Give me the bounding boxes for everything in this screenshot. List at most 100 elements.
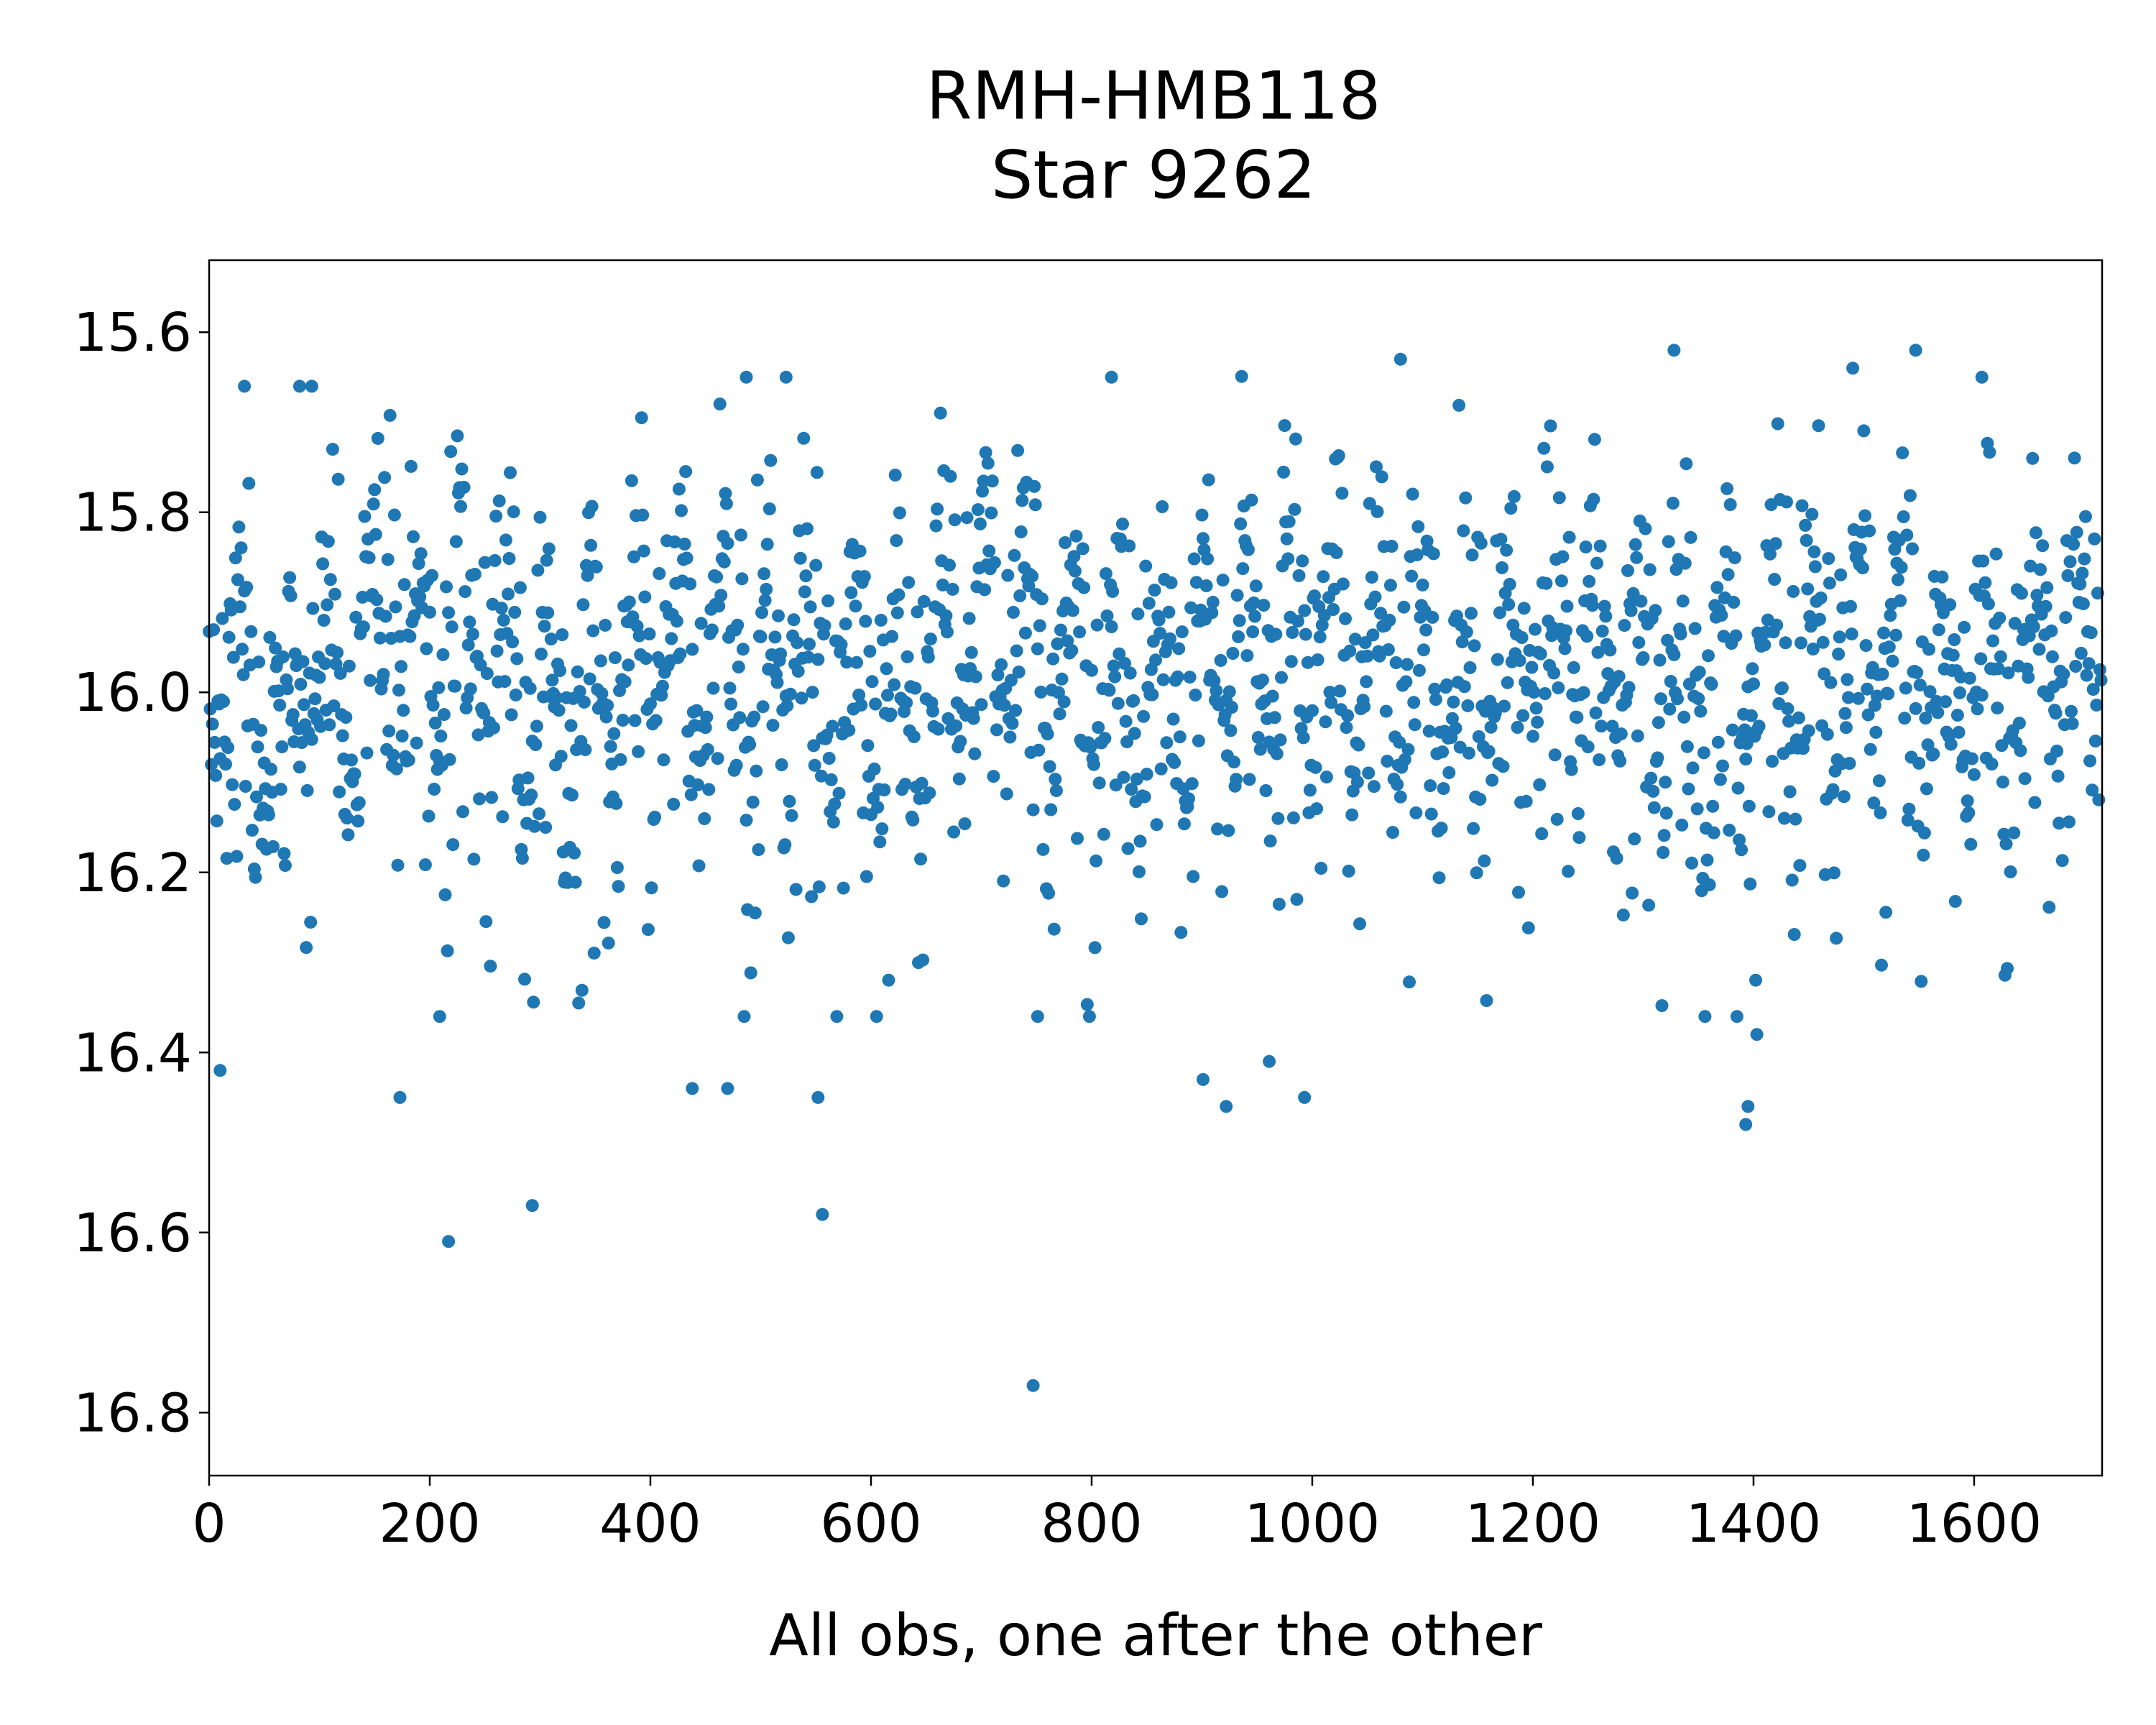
data-point: [952, 772, 966, 786]
data-point: [1150, 818, 1164, 832]
data-point: [1674, 627, 1687, 640]
data-point: [1207, 674, 1221, 687]
data-point: [832, 786, 846, 800]
data-point: [323, 718, 336, 732]
data-point: [484, 960, 497, 973]
data-point: [1526, 730, 1539, 743]
data-point: [333, 666, 347, 680]
data-point: [807, 739, 821, 753]
data-point: [1636, 651, 1650, 664]
data-point: [1001, 569, 1015, 582]
data-point: [1084, 740, 1097, 754]
data-point: [1098, 732, 1112, 745]
data-point: [1554, 574, 1568, 588]
data-point: [1111, 696, 1125, 710]
data-point: [710, 570, 724, 584]
data-point: [1795, 636, 1807, 650]
data-point: [2029, 526, 2042, 540]
data-point: [1034, 685, 1048, 699]
data-point: [1234, 517, 1248, 530]
data-point: [479, 915, 493, 929]
data-point: [900, 650, 914, 663]
data-point: [750, 473, 764, 487]
data-point: [1570, 711, 1584, 724]
data-point: [1485, 773, 1499, 787]
data-point: [281, 682, 294, 696]
data-point: [219, 758, 232, 771]
data-point: [1362, 766, 1376, 780]
data-point: [799, 569, 813, 583]
data-point: [842, 723, 856, 737]
data-point: [1268, 711, 1281, 724]
data-point: [1631, 729, 1644, 742]
data-point: [1461, 699, 1475, 712]
data-point: [1550, 812, 1564, 826]
data-point: [1370, 505, 1384, 518]
data-point: [2065, 704, 2078, 718]
data-point: [1666, 497, 1680, 510]
data-point: [1897, 510, 1910, 523]
data-point: [1403, 975, 1416, 989]
data-point: [2079, 510, 2092, 523]
data-point: [1768, 573, 1782, 586]
data-point: [840, 656, 854, 669]
data-point: [1822, 552, 1835, 566]
data-point: [221, 741, 235, 755]
data-point: [342, 659, 356, 673]
data-point: [1419, 623, 1433, 637]
data-point: [1028, 498, 1042, 512]
data-point: [1222, 824, 1235, 837]
data-point: [1319, 770, 1333, 784]
data-point: [277, 847, 291, 860]
data-point: [2093, 663, 2106, 676]
data-point: [1667, 344, 1681, 357]
data-point: [628, 714, 642, 727]
data-point: [1839, 721, 1853, 735]
data-point: [1215, 885, 1229, 898]
data-point: [1507, 489, 1521, 503]
data-point: [407, 530, 420, 543]
data-point: [529, 738, 543, 751]
data-point: [1383, 613, 1396, 627]
data-point: [2014, 586, 2028, 600]
data-point: [428, 783, 441, 796]
data-point: [1164, 576, 1178, 589]
data-point: [209, 768, 223, 782]
data-point: [1975, 370, 1989, 384]
data-point: [1698, 1010, 1712, 1024]
data-point: [2045, 650, 2059, 663]
data-point: [964, 645, 978, 659]
data-point: [1142, 597, 1156, 610]
data-point: [1963, 671, 1976, 685]
data-point: [1527, 686, 1541, 699]
data-point: [378, 471, 392, 484]
data-point: [1460, 625, 1473, 639]
y-tick-label: 16.0: [73, 662, 192, 724]
data-point: [1046, 652, 1060, 666]
data-point: [655, 679, 669, 693]
data-point: [1577, 686, 1590, 699]
data-point: [1628, 832, 1641, 846]
data-point: [1053, 707, 1067, 721]
data-point: [250, 790, 263, 804]
data-point: [428, 717, 442, 730]
data-point: [675, 504, 688, 518]
data-point: [1474, 536, 1488, 550]
data-point: [244, 625, 258, 638]
data-point: [1116, 518, 1129, 531]
data-point: [1758, 638, 1772, 652]
y-tick-label: 16.6: [73, 1202, 192, 1264]
data-point: [701, 742, 714, 756]
data-point: [888, 678, 901, 691]
data-point: [217, 695, 230, 708]
data-point: [1047, 922, 1061, 936]
data-point: [1899, 681, 1912, 695]
data-point: [1478, 854, 1491, 868]
data-point: [1846, 362, 1860, 375]
data-point: [985, 474, 999, 488]
data-point: [1560, 599, 1574, 613]
data-point: [1922, 643, 1935, 656]
data-point: [960, 511, 974, 525]
data-point: [1452, 398, 1466, 412]
data-point: [1884, 609, 1897, 622]
